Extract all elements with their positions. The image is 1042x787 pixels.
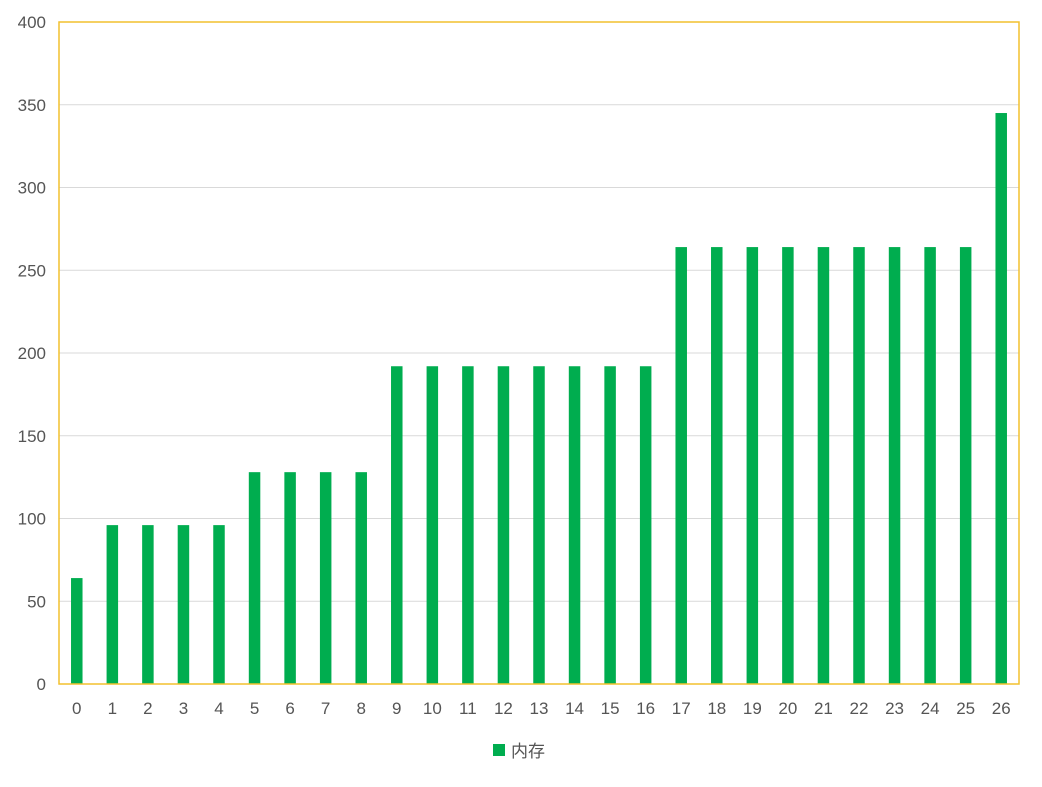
x-tick-label: 2 bbox=[143, 699, 152, 718]
x-tick-label: 21 bbox=[814, 699, 833, 718]
x-tick-label: 18 bbox=[707, 699, 726, 718]
legend: 内存 bbox=[493, 742, 545, 761]
bar-26 bbox=[995, 113, 1007, 684]
x-tick-label: 0 bbox=[72, 699, 81, 718]
bar-17 bbox=[675, 247, 687, 684]
x-tick-label: 20 bbox=[778, 699, 797, 718]
x-tick-label: 10 bbox=[423, 699, 442, 718]
bar-24 bbox=[924, 247, 936, 684]
y-tick-label: 250 bbox=[18, 261, 46, 280]
bar-18 bbox=[711, 247, 723, 684]
bar-3 bbox=[177, 525, 190, 684]
bar-4 bbox=[213, 525, 225, 684]
x-tick-label: 8 bbox=[356, 699, 365, 718]
bar-13 bbox=[533, 366, 545, 684]
bar-14 bbox=[568, 366, 581, 684]
x-tick-label: 16 bbox=[636, 699, 655, 718]
x-tick-label: 15 bbox=[601, 699, 620, 718]
x-tick-label: 23 bbox=[885, 699, 904, 718]
x-tick-label: 7 bbox=[321, 699, 330, 718]
x-tick-label: 4 bbox=[214, 699, 223, 718]
bar-5 bbox=[248, 472, 261, 684]
y-tick-label: 150 bbox=[18, 427, 46, 446]
x-tick-label: 6 bbox=[285, 699, 294, 718]
bar-11 bbox=[462, 366, 474, 684]
legend-swatch-icon bbox=[493, 744, 505, 756]
bars bbox=[71, 113, 1007, 684]
y-axis-ticks: 0 50 100 150 200 250 300 350 400 bbox=[18, 13, 46, 694]
x-tick-label: 13 bbox=[530, 699, 549, 718]
y-tick-label: 50 bbox=[27, 592, 46, 611]
x-tick-label: 5 bbox=[250, 699, 259, 718]
bar-1 bbox=[106, 525, 119, 684]
y-tick-label: 350 bbox=[18, 96, 46, 115]
bar-10 bbox=[426, 366, 439, 684]
bar-0 bbox=[71, 578, 83, 684]
y-tick-label: 100 bbox=[18, 510, 46, 529]
y-tick-label: 300 bbox=[18, 179, 46, 198]
x-tick-label: 1 bbox=[108, 699, 117, 718]
x-tick-label: 24 bbox=[921, 699, 940, 718]
x-tick-label: 9 bbox=[392, 699, 401, 718]
bar-19 bbox=[746, 247, 759, 684]
x-tick-label: 25 bbox=[956, 699, 975, 718]
bar-22 bbox=[853, 247, 865, 684]
x-tick-label: 11 bbox=[459, 699, 477, 718]
x-tick-label: 17 bbox=[672, 699, 691, 718]
plot-area-border bbox=[58, 21, 1020, 685]
y-tick-label: 0 bbox=[37, 675, 46, 694]
x-tick-label: 12 bbox=[494, 699, 513, 718]
x-tick-label: 14 bbox=[565, 699, 584, 718]
bar-7 bbox=[319, 472, 332, 684]
x-axis-ticks: 0 1 2 3 4 5 6 7 8 9 10 11 12 13 14 15 16 17 18 19 20 21 22 23 24… bbox=[72, 699, 1011, 718]
x-tick-label: 26 bbox=[992, 699, 1011, 718]
bar-15 bbox=[604, 366, 616, 684]
bar-2 bbox=[142, 525, 154, 684]
bar-21 bbox=[817, 247, 830, 684]
bar-12 bbox=[497, 366, 510, 684]
bar-20 bbox=[782, 247, 794, 684]
y-tick-label: 400 bbox=[18, 13, 46, 32]
bar-23 bbox=[888, 247, 901, 684]
bar-25 bbox=[959, 247, 972, 684]
legend-label: 内存 bbox=[511, 742, 545, 761]
y-tick-label: 200 bbox=[18, 344, 46, 363]
x-tick-label: 3 bbox=[179, 699, 188, 718]
bar-8 bbox=[355, 472, 367, 684]
bar-9 bbox=[391, 366, 403, 684]
bar-6 bbox=[284, 472, 296, 684]
bar-16 bbox=[639, 366, 652, 684]
x-tick-label: 19 bbox=[743, 699, 762, 718]
x-tick-label: 22 bbox=[850, 699, 869, 718]
